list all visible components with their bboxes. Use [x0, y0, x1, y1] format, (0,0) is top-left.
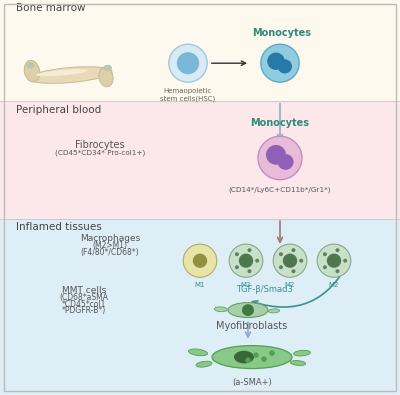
Circle shape [261, 356, 267, 362]
Text: Myofibroblasts: Myofibroblasts [216, 322, 288, 331]
Circle shape [283, 254, 297, 268]
Text: M2: M2 [329, 282, 339, 288]
Circle shape [229, 244, 263, 277]
Circle shape [299, 259, 303, 263]
Text: (a-SMA+): (a-SMA+) [232, 378, 272, 387]
Bar [0, 0, 400, 101]
Circle shape [177, 52, 199, 74]
Circle shape [253, 352, 259, 358]
Circle shape [239, 254, 253, 268]
Text: Macrophages: Macrophages [80, 234, 140, 243]
Circle shape [278, 154, 294, 170]
Text: MMT cells: MMT cells [62, 286, 106, 295]
Text: (M2>M1): (M2>M1) [92, 241, 128, 250]
Ellipse shape [214, 307, 227, 312]
Circle shape [279, 252, 283, 256]
Circle shape [169, 44, 207, 82]
Circle shape [193, 254, 207, 268]
Text: Inflamed tissues: Inflamed tissues [16, 222, 102, 232]
Text: Monocytes: Monocytes [252, 28, 312, 38]
Circle shape [248, 248, 252, 252]
Circle shape [255, 259, 259, 263]
Text: (CD14*/Ly6C+CD11b*/Gr1*): (CD14*/Ly6C+CD11b*/Gr1*) [229, 186, 331, 193]
Circle shape [235, 265, 239, 269]
Ellipse shape [99, 67, 113, 87]
Circle shape [266, 145, 286, 165]
Circle shape [323, 252, 327, 256]
Circle shape [336, 269, 340, 273]
Ellipse shape [103, 65, 112, 71]
Circle shape [327, 254, 341, 268]
Text: Peripheral blood: Peripheral blood [16, 105, 101, 115]
Text: *PDGFR-B*): *PDGFR-B*) [62, 306, 106, 315]
Circle shape [278, 59, 292, 73]
Circle shape [261, 44, 299, 82]
Circle shape [292, 248, 296, 252]
Circle shape [245, 357, 251, 363]
Text: M2: M2 [285, 282, 295, 288]
Ellipse shape [24, 60, 40, 82]
Text: Hemaopoietic
stem cells(HSC): Hemaopoietic stem cells(HSC) [160, 88, 216, 102]
Text: (CD45*CD34* Pro-col1+): (CD45*CD34* Pro-col1+) [55, 149, 145, 156]
Circle shape [323, 265, 327, 269]
Circle shape [317, 244, 351, 277]
Circle shape [258, 136, 302, 180]
Ellipse shape [28, 67, 112, 83]
Circle shape [235, 252, 239, 256]
Ellipse shape [36, 69, 88, 76]
Bar [0, 101, 400, 219]
Circle shape [273, 244, 307, 277]
Text: Bone marrow: Bone marrow [16, 3, 86, 13]
Bar [0, 219, 400, 395]
Ellipse shape [26, 62, 34, 68]
Ellipse shape [196, 361, 212, 367]
Circle shape [292, 269, 296, 273]
Text: Monocytes: Monocytes [250, 118, 310, 128]
Ellipse shape [268, 309, 280, 313]
Circle shape [267, 53, 285, 70]
Text: Fibrocytes: Fibrocytes [75, 140, 125, 150]
Ellipse shape [294, 350, 310, 356]
Ellipse shape [234, 351, 254, 363]
Circle shape [248, 269, 252, 273]
Circle shape [269, 350, 275, 356]
Text: (F4/80*/CD68*): (F4/80*/CD68*) [81, 248, 139, 257]
Text: *CD45*col1: *CD45*col1 [62, 300, 106, 309]
Ellipse shape [212, 346, 292, 369]
Text: M1: M1 [195, 282, 205, 288]
Circle shape [183, 244, 217, 277]
Circle shape [343, 259, 347, 263]
Ellipse shape [228, 303, 268, 318]
Text: (CD68*aSMA: (CD68*aSMA [60, 293, 108, 303]
Circle shape [279, 265, 283, 269]
Circle shape [336, 248, 340, 252]
Ellipse shape [290, 361, 306, 365]
Ellipse shape [188, 349, 208, 356]
Circle shape [242, 304, 254, 316]
Text: M2: M2 [241, 282, 251, 288]
Text: TGF-β/Smad3: TGF-β/Smad3 [236, 285, 292, 294]
